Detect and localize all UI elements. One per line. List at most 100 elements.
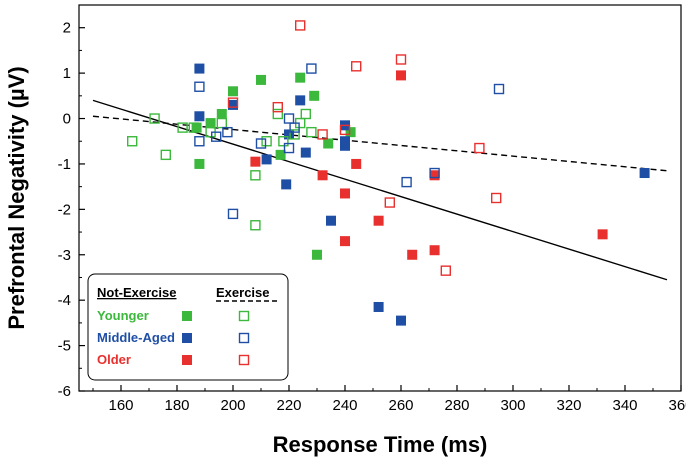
middle-not-exercise-point (284, 129, 294, 140)
y-tick-label: 1 (63, 65, 71, 82)
y-tick-label: -6 (58, 383, 71, 400)
y-axis-title: Prefrontal Negativity (µV) (4, 66, 29, 329)
middle-not-exercise-point (295, 95, 306, 106)
younger-exercise-point (188, 122, 200, 133)
older-exercise-point (474, 142, 485, 154)
legend-marker-middle-filled (182, 333, 192, 343)
younger-not-exercise-point (228, 86, 238, 97)
middle-exercise-point (194, 81, 205, 92)
older-exercise-point (440, 265, 451, 276)
x-tick-label: 340 (612, 397, 637, 414)
exercise-fit-line (92, 115, 668, 172)
younger-not-exercise-point (345, 127, 356, 138)
legend-label-younger: Younger (97, 308, 149, 323)
younger-exercise-point (300, 108, 311, 120)
x-tick-label: 240 (332, 397, 357, 414)
x-tick-label: 360 (668, 397, 686, 414)
middle-exercise-point (283, 113, 295, 124)
older-not-exercise-point (317, 170, 328, 181)
younger-not-exercise-point (205, 118, 216, 129)
legend-box (87, 273, 289, 381)
older-exercise-point (384, 197, 395, 208)
older-not-exercise-point (407, 249, 418, 260)
middle-exercise-point (222, 126, 233, 138)
older-not-exercise-point (250, 156, 261, 167)
older-exercise-point (317, 129, 328, 140)
y-tick-label: -2 (58, 201, 71, 218)
middle-not-exercise-point (261, 154, 272, 165)
y-tick-label: -5 (58, 338, 71, 355)
middle-exercise-point (255, 138, 267, 149)
younger-exercise-point (149, 113, 160, 124)
x-tick-label: 180 (164, 397, 189, 414)
middle-exercise-point (306, 63, 317, 74)
older-not-exercise-point (396, 70, 406, 81)
legend-marker-younger-filled (182, 311, 192, 321)
younger-exercise-point (261, 136, 272, 147)
older-not-exercise-point (340, 188, 350, 199)
y-tick-label: -4 (58, 292, 71, 309)
x-tick-label: 260 (388, 397, 413, 414)
older-exercise-point (295, 20, 306, 31)
x-tick-label: 300 (500, 397, 525, 414)
middle-not-exercise-point (340, 140, 350, 151)
x-tick-labels: 160 180 200 220 240 260 280 300 320 340 360 (108, 397, 686, 414)
younger-not-exercise-point (256, 74, 266, 85)
y-tick-label: -1 (58, 156, 71, 173)
older-not-exercise-point (429, 170, 440, 181)
middle-exercise-point (289, 122, 300, 133)
middle-exercise-point (401, 176, 412, 188)
younger-exercise-point (272, 108, 283, 120)
older-exercise-point (227, 97, 239, 108)
older-not-exercise-point (340, 236, 350, 247)
legend-marker-older-open (238, 354, 250, 366)
middle-not-exercise-point (373, 301, 384, 312)
middle-not-exercise-point (639, 168, 650, 179)
legend-marker-middle-open (238, 332, 250, 344)
older-not-exercise-point (429, 245, 440, 256)
older-exercise-point (491, 192, 502, 204)
legend-label-middle-aged: Middle-Aged (97, 330, 175, 345)
younger-exercise-point (250, 170, 261, 181)
older-exercise-point (339, 124, 351, 136)
younger-exercise-point (306, 126, 317, 138)
younger-exercise-point (216, 117, 228, 129)
older-not-exercise-point (351, 158, 362, 169)
younger-exercise-point (177, 122, 188, 133)
older-not-exercise-point (373, 215, 384, 226)
middle-not-exercise-point (194, 63, 205, 74)
legend-marker-younger-open (238, 310, 250, 322)
older-exercise-point (395, 54, 407, 65)
middle-not-exercise-point (300, 147, 311, 158)
y-tick-label: 0 (63, 111, 71, 128)
x-tick-label: 200 (220, 397, 245, 414)
x-axis-title: Response Time (ms) (273, 432, 488, 457)
middle-exercise-point (227, 208, 239, 220)
middle-not-exercise-point (228, 99, 238, 110)
x-tick-label: 320 (556, 397, 581, 414)
younger-exercise-point (160, 149, 172, 161)
middle-not-exercise-point (326, 215, 336, 226)
middle-not-exercise-point (194, 111, 205, 122)
younger-not-exercise-point (216, 108, 227, 119)
younger-not-exercise-point (323, 138, 334, 149)
middle-exercise-point (493, 83, 505, 95)
y-tick-label: 2 (63, 20, 71, 37)
younger-exercise-point (278, 136, 289, 147)
y-tick-label: -3 (58, 247, 71, 264)
middle-exercise-point (194, 136, 205, 147)
older-exercise-point (272, 101, 283, 113)
legend-header-exercise: Exercise (216, 285, 270, 300)
legend-marker-older-filled (182, 355, 192, 365)
x-tick-label: 220 (276, 397, 301, 414)
younger-not-exercise-point (309, 90, 320, 101)
middle-not-exercise-point (396, 315, 406, 326)
legend-label-older: Older (97, 352, 131, 367)
legend-header-not-exercise: Not-Exercise (97, 285, 176, 300)
younger-exercise-point (126, 136, 138, 147)
axis-ticks (79, 4, 682, 392)
x-tick-label: 280 (444, 397, 469, 414)
older-not-exercise-point (597, 229, 608, 240)
younger-not-exercise-point (194, 158, 205, 169)
younger-not-exercise-point (312, 249, 322, 260)
